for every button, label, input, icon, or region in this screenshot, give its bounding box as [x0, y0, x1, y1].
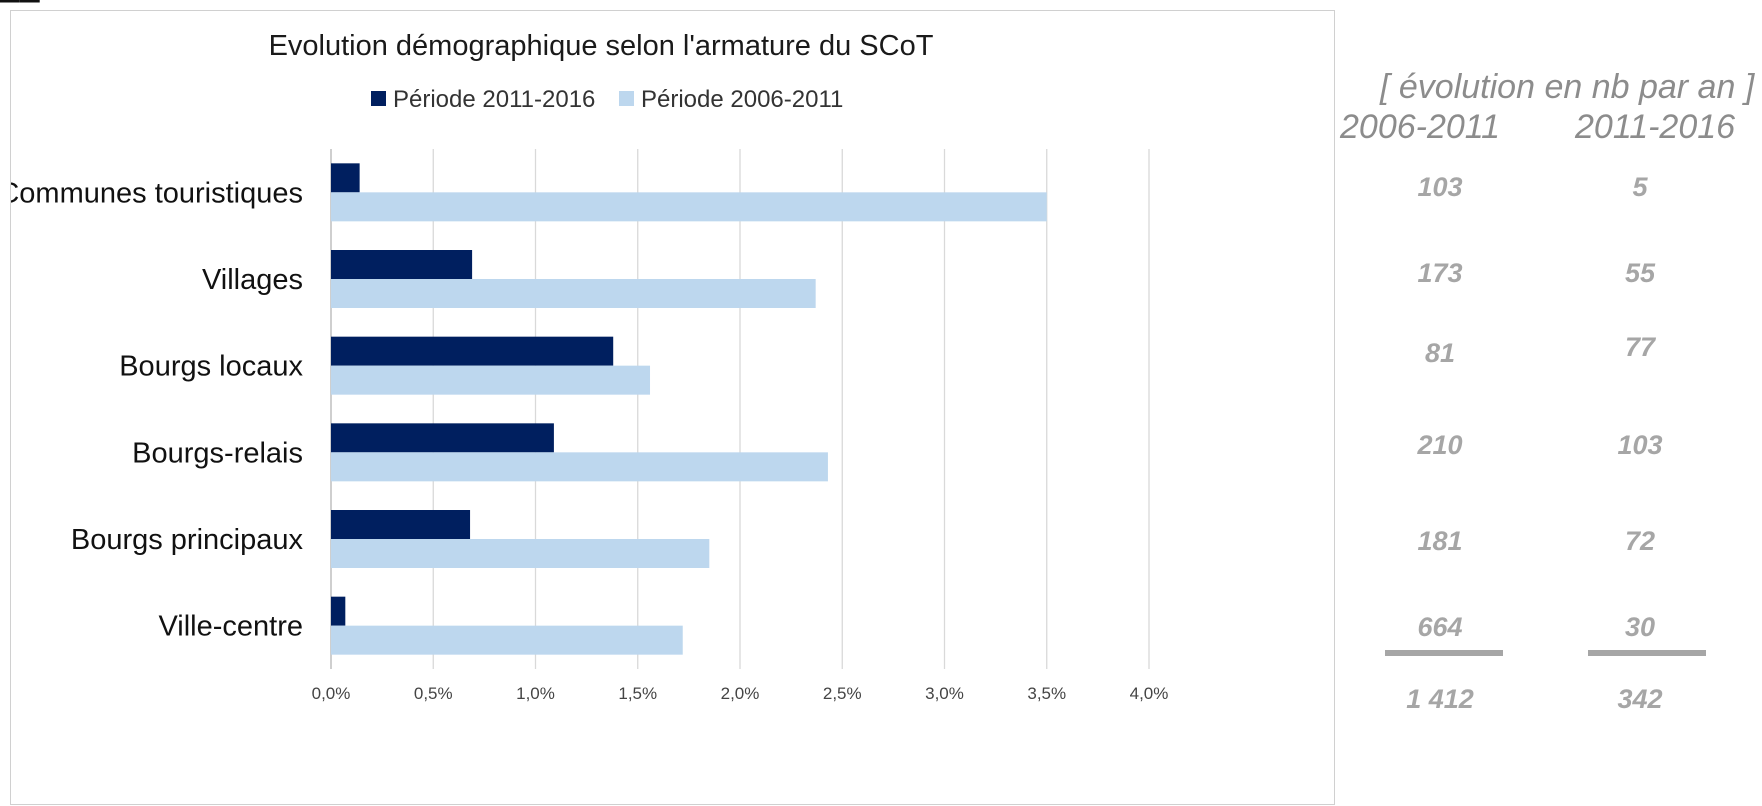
bar-2011-2016 [331, 250, 473, 279]
chart-title: Evolution démographique selon l'armature… [269, 30, 934, 62]
total-value-2006: 1 412 [1406, 684, 1474, 714]
x-tick-label: 3,5% [1027, 684, 1066, 703]
bar-2011-2016 [331, 163, 360, 193]
bar-2006-2011 [331, 625, 683, 655]
x-tick-label: 2,0% [721, 684, 760, 703]
total-rule-2011 [1588, 650, 1706, 656]
chart-area: Evolution démographique selon l'armature… [10, 10, 1335, 805]
row-value-2006: 181 [1417, 526, 1463, 556]
side-table-heading: [ évolution en nb par an ] [1380, 68, 1755, 106]
x-tick-label: 2,5% [823, 684, 862, 703]
legend-swatch-2006-2011 [619, 91, 634, 106]
x-tick-label: 0,0% [312, 684, 351, 703]
row-value-2006: 664 [1417, 612, 1463, 642]
category-label: Bourgs principaux [71, 524, 304, 556]
x-tick-label: 3,0% [925, 684, 964, 703]
row-value-2011: 55 [1624, 258, 1656, 288]
bar-2006-2011 [331, 192, 1047, 222]
row-value-2011: 72 [1624, 526, 1656, 556]
bar-2011-2016 [331, 596, 346, 626]
x-tick-label: 1,5% [618, 684, 657, 703]
x-tick-label: 4,0% [1130, 684, 1169, 703]
legend: Période 2011-2016 Période 2006-2011 [371, 86, 843, 113]
column-header-2011-2016: 2011-2016 [1575, 108, 1736, 146]
bar-2006-2011 [331, 452, 828, 482]
bar-2011-2016 [331, 510, 471, 539]
row-value-2011: 103 [1617, 430, 1663, 460]
annual-change-panel: [ évolution en nb par an ] 2006-2011 201… [1340, 60, 1762, 799]
category-label: Bourgs-relais [132, 437, 303, 469]
category-label: Ville-centre [158, 611, 303, 643]
row-value-2006: 103 [1417, 172, 1463, 202]
column-header-2006-2011: 2006-2011 [1340, 108, 1501, 146]
row-value-2006: 81 [1424, 338, 1456, 368]
bar-chart: Evolution démographique selon l'armature… [11, 30, 1169, 703]
gridlines [330, 149, 1150, 669]
row-value-2006: 173 [1417, 258, 1463, 288]
category-labels: Communes touristiques Villages Bourgs loca… [11, 177, 303, 642]
x-tick-label: 0,5% [414, 684, 453, 703]
legend-label-2006-2011: Période 2006-2011 [641, 86, 843, 113]
bar-2006-2011 [331, 279, 816, 308]
row-value-2011: 5 [1632, 172, 1648, 202]
total-value-2011: 342 [1617, 684, 1663, 714]
row-value-2011: 77 [1624, 332, 1656, 362]
bar-2011-2016 [331, 336, 614, 366]
bar-2006-2011 [331, 365, 651, 395]
category-label: Bourgs locaux [119, 351, 303, 383]
row-value-2011: 30 [1624, 612, 1656, 642]
bar-2011-2016 [331, 423, 554, 453]
legend-swatch-2011-2016 [371, 91, 386, 106]
category-label: Villages [202, 264, 303, 296]
bars [331, 163, 1047, 655]
bar-2006-2011 [331, 539, 710, 568]
legend-label-2011-2016: Période 2011-2016 [393, 86, 595, 113]
total-rule-2006 [1385, 650, 1503, 656]
category-label: Communes touristiques [11, 177, 303, 209]
row-value-2006: 210 [1417, 430, 1463, 460]
x-tick-label: 1,0% [516, 684, 555, 703]
x-tick-labels: 0,0% 0,5% 1,0% 1,5% 2,0% 2,5% 3,0% 3,5% 4,0% [312, 684, 1169, 703]
